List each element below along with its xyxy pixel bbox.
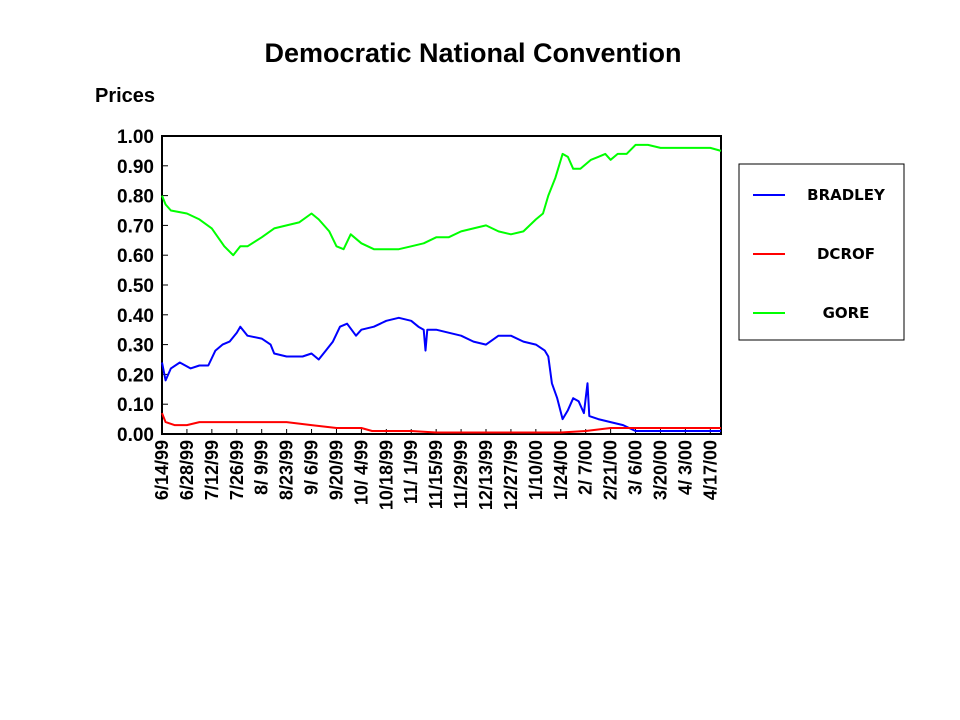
x-tick-label: 7/12/99 bbox=[202, 440, 222, 500]
y-tick-label: 0.50 bbox=[117, 276, 154, 297]
y-tick-label: 0.60 bbox=[117, 246, 154, 267]
x-tick-label: 6/28/99 bbox=[177, 440, 197, 500]
y-tick-label: 1.00 bbox=[117, 127, 154, 148]
y-tick-label: 0.20 bbox=[117, 365, 154, 386]
plot-area bbox=[161, 135, 722, 435]
y-axis: 0.00 0.10 0.20 0.30 0.40 0.50 0.60 0.70 0.80 0.90… bbox=[117, 127, 168, 446]
x-tick-label: 10/ 4/99 bbox=[351, 440, 371, 505]
y-tick-label: 0.00 bbox=[117, 425, 154, 446]
x-tick-label: 12/27/99 bbox=[501, 440, 521, 510]
series-line-bradley bbox=[161, 316, 721, 432]
legend-box bbox=[738, 163, 905, 341]
x-axis: 6/14/99 6/28/99 7/12/99 7/26/99 8/ 9/99 8/23/… bbox=[152, 429, 720, 510]
x-tick-label: 8/23/99 bbox=[277, 440, 297, 500]
legend-label-dcrof: DCROF bbox=[817, 245, 875, 263]
x-tick-label: 4/17/00 bbox=[700, 440, 720, 500]
x-tick-label: 9/20/99 bbox=[326, 440, 346, 500]
y-tick-label: 0.90 bbox=[117, 157, 154, 178]
x-tick-label: 2/21/00 bbox=[601, 440, 621, 500]
y-axis-label: Prices bbox=[95, 85, 155, 107]
x-tick-label: 9/ 6/99 bbox=[302, 440, 322, 495]
series-line-dcrof bbox=[161, 412, 721, 434]
x-tick-label: 7/26/99 bbox=[227, 440, 247, 500]
x-tick-label: 11/15/99 bbox=[426, 440, 446, 509]
y-tick-label: 0.10 bbox=[117, 395, 154, 416]
x-tick-label: 3/20/00 bbox=[650, 440, 670, 500]
legend-label-gore: GORE bbox=[823, 304, 870, 322]
x-tick-label: 2/ 7/00 bbox=[576, 440, 596, 495]
series-lines bbox=[161, 143, 722, 434]
y-tick-label: 0.30 bbox=[117, 336, 154, 357]
y-tick-label: 0.40 bbox=[117, 306, 154, 327]
x-tick-label: 3/ 6/00 bbox=[626, 440, 646, 495]
series-line-gore bbox=[161, 143, 722, 257]
x-tick-label: 11/29/99 bbox=[451, 440, 471, 509]
x-tick-label: 10/18/99 bbox=[376, 440, 396, 510]
chart-title: Democratic National Convention bbox=[264, 38, 681, 68]
x-tick-label: 8/ 9/99 bbox=[252, 440, 272, 495]
x-tick-label: 1/24/00 bbox=[551, 440, 571, 500]
x-tick-label: 6/14/99 bbox=[152, 440, 172, 500]
y-tick-label: 0.70 bbox=[117, 216, 154, 237]
x-tick-label: 11/ 1/99 bbox=[401, 440, 421, 504]
x-tick-label: 4/ 3/00 bbox=[675, 440, 695, 495]
y-tick-label: 0.80 bbox=[117, 187, 154, 208]
x-tick-label: 12/13/99 bbox=[476, 440, 496, 510]
legend-label-bradley: BRADLEY bbox=[807, 186, 886, 204]
legend: BRADLEY DCROF GORE bbox=[753, 186, 886, 322]
x-tick-label: 1/10/00 bbox=[526, 440, 546, 500]
